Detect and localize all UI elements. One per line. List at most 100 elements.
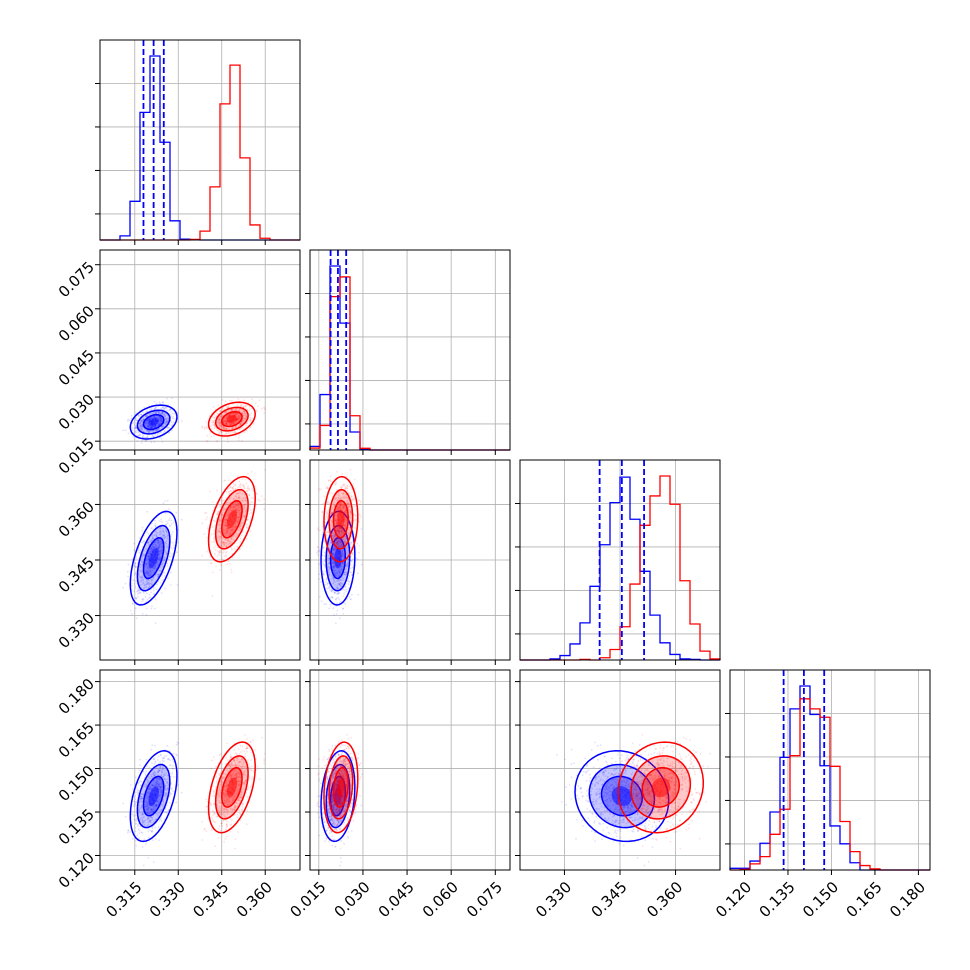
histogram-panel-2 (309, 249, 511, 451)
y-tick-label: 0.075 (55, 258, 98, 301)
density-fill (334, 547, 342, 569)
density-fill (337, 510, 345, 529)
contour-line (220, 411, 243, 428)
panel-background (100, 40, 300, 240)
panel-background (310, 670, 510, 870)
x-tick-label: 0.360 (233, 878, 276, 921)
histogram-panel-3 (519, 459, 721, 661)
contour-line (329, 537, 347, 580)
y-tick-label: 0.360 (55, 498, 98, 541)
contour-line (136, 763, 171, 829)
panel-border (729, 669, 931, 871)
density-fill (226, 415, 237, 423)
x-tick-label: 0.045 (375, 878, 418, 921)
contour-line (207, 475, 256, 563)
y-tick-label: 0.330 (55, 609, 98, 652)
scatter-panel-1-2 (99, 249, 301, 451)
y-tick-label: 0.135 (55, 805, 98, 848)
x-tick-label: 0.180 (886, 878, 929, 921)
contour-line (617, 741, 705, 834)
panel-border (309, 669, 511, 871)
histogram-series-1 (520, 476, 720, 661)
scatter-panel-2-3 (309, 459, 511, 661)
y-tick-label: 0.030 (55, 390, 98, 433)
contour-line (332, 766, 349, 808)
panel-border (99, 249, 301, 451)
y-tick-label: 0.015 (55, 434, 98, 477)
x-tick-label: 0.075 (463, 878, 506, 921)
contour-line (328, 488, 354, 550)
x-tick-label: 0.150 (799, 878, 842, 921)
contour-line (323, 741, 359, 834)
x-tick-label: 0.330 (532, 878, 575, 921)
contour-line (207, 401, 256, 437)
contour-line (320, 510, 356, 606)
contour-line (207, 741, 256, 834)
sample-points-series-1 (556, 741, 681, 867)
y-tick-label: 0.150 (55, 762, 98, 805)
contour-line (129, 749, 178, 843)
contour-line (142, 537, 165, 580)
contour-line (574, 750, 670, 843)
scatter-panel-1-3 (99, 459, 301, 661)
density-fill (148, 418, 159, 426)
x-tick-label: 0.135 (756, 878, 799, 921)
x-tick-label: 0.030 (331, 878, 374, 921)
y-tick-label: 0.180 (55, 675, 98, 718)
y-tick-label: 0.045 (55, 346, 98, 389)
contour-line (320, 750, 356, 843)
panel-border (309, 249, 511, 451)
contour-line (221, 766, 243, 808)
density-fill (337, 777, 345, 798)
contour-line (325, 763, 351, 829)
histogram-panel-4 (729, 669, 931, 871)
x-tick-label: 0.120 (712, 878, 755, 921)
density-fill (226, 777, 237, 798)
density-fill (611, 786, 633, 806)
y-tick-label: 0.345 (55, 553, 98, 596)
panel-background (310, 250, 510, 450)
density-fill (651, 777, 670, 798)
contour-line (332, 499, 349, 539)
panel-background (100, 670, 300, 870)
contour-line (142, 775, 165, 817)
x-tick-label: 0.015 (286, 878, 329, 921)
contour-line (630, 755, 692, 820)
contour-line (328, 755, 354, 820)
x-tick-label: 0.165 (843, 878, 886, 921)
x-tick-label: 0.360 (643, 878, 686, 921)
histogram-panel-1 (99, 39, 301, 241)
x-tick-label: 0.060 (419, 878, 462, 921)
x-tick-label: 0.315 (102, 878, 145, 921)
contour-line (136, 409, 171, 435)
contour-line (641, 766, 680, 808)
contour-line (142, 413, 165, 431)
contour-line (220, 499, 243, 539)
y-tick-label: 0.120 (55, 849, 98, 892)
contour-line (214, 488, 249, 550)
panel-border (99, 39, 301, 241)
density-fill (148, 786, 159, 806)
contour-line (600, 775, 643, 817)
contour-line (136, 524, 171, 592)
contour-line (329, 775, 347, 817)
histogram-series-2 (730, 698, 930, 871)
x-tick-label: 0.330 (146, 878, 189, 921)
contour-line (214, 755, 249, 820)
y-tick-label: 0.060 (55, 302, 98, 345)
contour-line (214, 406, 249, 432)
contour-line (323, 475, 359, 563)
density-fill (148, 547, 159, 569)
contour-line (129, 510, 178, 606)
x-tick-label: 0.345 (189, 878, 232, 921)
scatter-panel-2-4 (309, 669, 511, 871)
contour-line (129, 404, 178, 440)
density-fill (226, 510, 237, 529)
panel-background (100, 250, 300, 450)
x-tick-label: 0.345 (588, 878, 631, 921)
contour-line (588, 763, 656, 829)
scatter-panel-3-4 (519, 669, 721, 871)
scatter-panel-1-4 (99, 669, 301, 871)
panel-border (99, 669, 301, 871)
